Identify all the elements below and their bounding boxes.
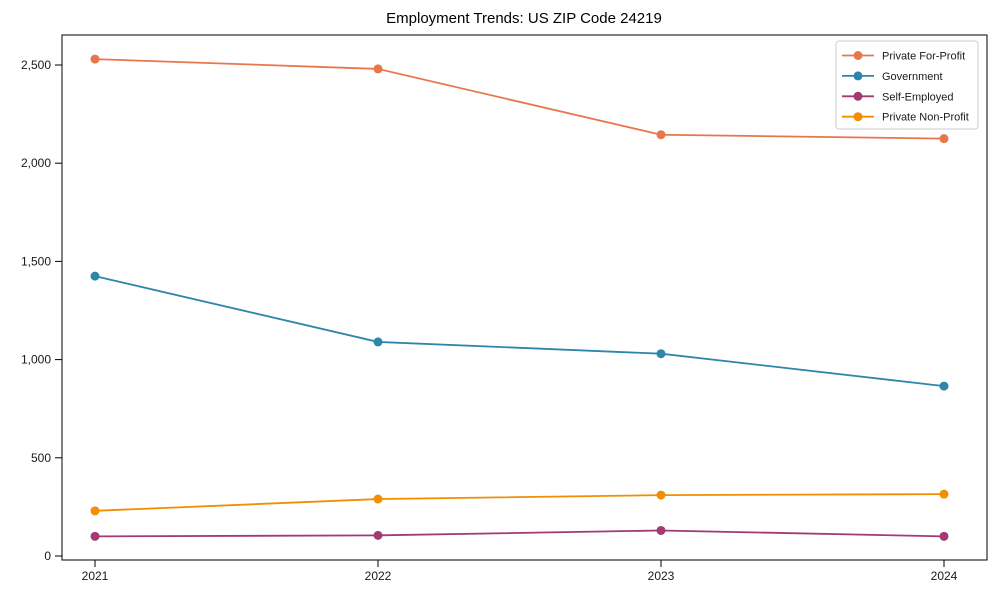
legend-item-label: Self-Employed — [882, 91, 954, 103]
data-point-private-for-profit-2021 — [90, 54, 100, 64]
y-tick-label: 500 — [31, 451, 51, 465]
x-tick-label: 2024 — [931, 569, 958, 583]
y-tick-label: 0 — [44, 549, 51, 563]
chart-title: Employment Trends: US ZIP Code 24219 — [386, 10, 662, 27]
data-point-private-for-profit-2022 — [373, 64, 383, 74]
series-private-non-profit — [90, 489, 949, 516]
data-point-government-2022 — [373, 337, 383, 347]
x-tick-label: 2022 — [365, 569, 392, 583]
legend-swatch-marker — [853, 112, 863, 122]
y-tick-label: 1,000 — [21, 353, 51, 367]
series-line-private-for-profit — [94, 58, 945, 140]
y-tick-label: 2,000 — [21, 156, 51, 170]
plot-frame — [61, 34, 988, 561]
y-tick-label: 2,500 — [21, 58, 51, 72]
data-point-government-2021 — [90, 271, 100, 281]
data-point-self-employed-2022 — [373, 530, 383, 540]
series-line-self-employed — [94, 529, 945, 538]
data-point-private-non-profit-2021 — [90, 506, 100, 516]
data-point-government-2023 — [656, 349, 666, 359]
data-point-self-employed-2023 — [656, 525, 666, 535]
legend: Private For-Profit Government Self-Employe… — [835, 40, 979, 130]
data-point-self-employed-2021 — [90, 531, 100, 541]
legend-swatch-marker — [853, 51, 863, 60]
legend-box — [835, 40, 979, 130]
legend-item-label: Government — [882, 71, 943, 83]
series-government — [90, 271, 949, 391]
legend-item-label: Private For-Profit — [882, 51, 965, 63]
data-point-self-employed-2024 — [939, 531, 949, 541]
series-line-government — [94, 275, 945, 388]
series-line-private-non-profit — [94, 493, 945, 512]
data-point-private-for-profit-2023 — [656, 130, 666, 140]
legend-swatch-marker — [853, 91, 863, 101]
legend-item-label: Private Non-Profit — [882, 112, 969, 124]
data-point-government-2024 — [939, 381, 949, 391]
series-self-employed — [90, 525, 949, 541]
data-point-private-for-profit-2024 — [939, 134, 949, 144]
data-point-private-non-profit-2024 — [939, 489, 949, 499]
legend-swatch-marker — [853, 71, 863, 81]
data-point-private-non-profit-2023 — [656, 490, 666, 500]
x-tick-label: 2023 — [648, 569, 675, 583]
series-private-for-profit — [90, 54, 949, 144]
x-tick-label: 2021 — [82, 569, 109, 583]
data-point-private-non-profit-2022 — [373, 494, 383, 504]
y-tick-label: 1,500 — [21, 254, 51, 268]
